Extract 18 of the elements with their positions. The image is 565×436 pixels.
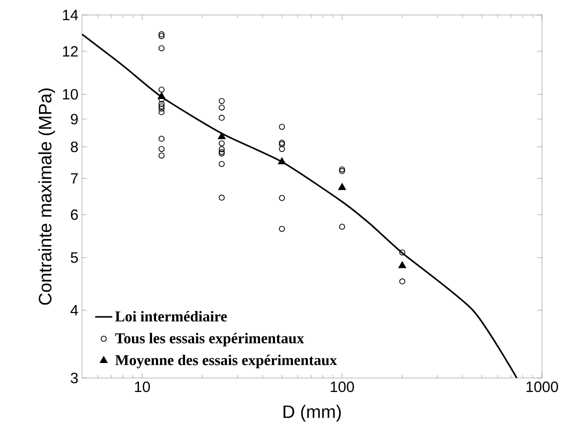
x-tick-label: 10 — [135, 382, 150, 392]
y-tick-label: 5 — [70, 252, 78, 263]
y-tick-label: 10 — [63, 88, 78, 100]
x-axis-title: D (mm) — [284, 404, 341, 422]
legend-label: Moyenne des essais expérimentaux — [115, 354, 337, 368]
y-tick-label: 12 — [63, 46, 78, 57]
y-tick-label: 14 — [63, 10, 78, 20]
y-tick-label: 9 — [70, 114, 78, 124]
x-tick-label: 100 — [330, 382, 354, 392]
legend-label: Tous les essais expérimentaux — [115, 332, 304, 346]
x-tick-label: 1000 — [526, 382, 558, 392]
y-tick-label: 7 — [70, 173, 78, 184]
y-tick-label: 6 — [70, 209, 78, 220]
y-tick-label: 4 — [70, 305, 78, 316]
y-axis-title: Contrainte maximale (MPa) — [38, 88, 56, 305]
y-tick-label: 8 — [70, 142, 78, 152]
y-tick-label: 3 — [70, 372, 78, 384]
legend-label: Loi intermédiaire — [115, 310, 227, 322]
